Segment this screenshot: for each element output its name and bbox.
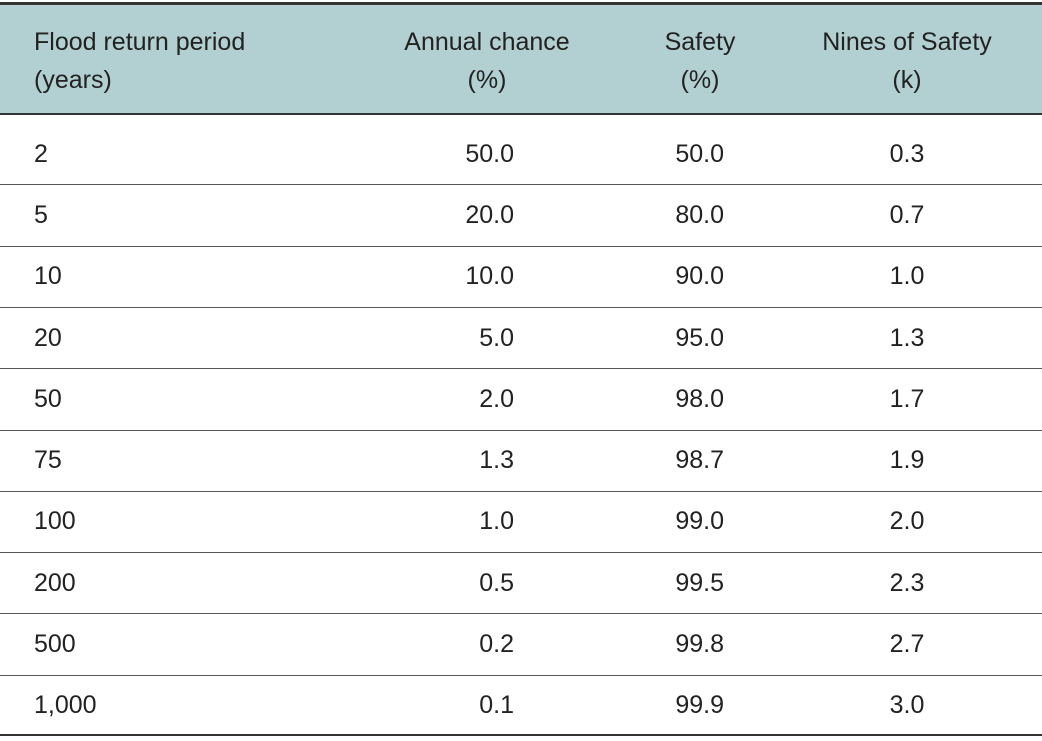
table-cell: 20: [34, 323, 62, 352]
table-cell: 50.0: [675, 139, 724, 168]
table-cell: 1.0: [889, 262, 925, 291]
row-rule: [0, 490, 1042, 492]
table-cell: 500: [34, 630, 76, 659]
table-cell: 0.3: [889, 139, 925, 168]
table-cell: 2: [34, 139, 48, 168]
table-cell: 99.8: [675, 630, 724, 659]
table-cell: 90.0: [675, 262, 724, 291]
header-cell: (%): [467, 66, 507, 94]
table-cell: 1.7: [889, 384, 925, 413]
top-rule: [0, 2, 1042, 5]
table-cell: 0.1: [479, 691, 514, 720]
table-cell: 100: [34, 507, 76, 536]
header-cell: Nines of Safety: [822, 28, 992, 56]
table-cell: 98.7: [675, 446, 724, 475]
header-rule: [0, 113, 1042, 115]
row-rule: [0, 306, 1042, 308]
table-cell: 5.0: [479, 323, 514, 352]
header-background: [0, 5, 1042, 114]
header-cell: (%): [680, 66, 720, 94]
row-rule: [0, 613, 1042, 615]
table-cell: 0.5: [479, 568, 514, 597]
table-cell: 0.7: [889, 200, 925, 229]
row-rule: [0, 368, 1042, 370]
row-rule: [0, 184, 1042, 186]
table-cell: 1.3: [889, 323, 925, 352]
table-cell: 1.9: [889, 446, 925, 475]
table-cell: 1,000: [34, 691, 97, 720]
table-cell: 10: [34, 262, 62, 291]
table-cell: 99.0: [675, 507, 724, 536]
header-cell: Flood return period: [34, 28, 246, 56]
header-cell: (years): [34, 66, 112, 94]
table-cell: 99.5: [675, 568, 724, 597]
table-cell: 200: [34, 568, 76, 597]
header-cell: Annual chance: [404, 28, 570, 56]
table-cell: 1.3: [479, 446, 514, 475]
table-cell: 3.0: [889, 691, 925, 720]
table-cell: 50: [34, 384, 62, 413]
table-cell: 1.0: [479, 507, 514, 536]
table-cell: 95.0: [675, 323, 724, 352]
table-cell: 2.3: [889, 568, 925, 597]
table-cell: 2.0: [479, 384, 514, 413]
row-rule: [0, 552, 1042, 554]
table-cell: 5: [34, 200, 48, 229]
bottom-rule: [0, 734, 1042, 736]
header-cell: Safety: [664, 28, 736, 56]
table-cell: 98.0: [675, 384, 724, 413]
table-cell: 50.0: [465, 139, 514, 168]
row-rule: [0, 674, 1042, 676]
table-cell: 0.2: [479, 630, 514, 659]
table-cell: 20.0: [465, 200, 514, 229]
row-rule: [0, 429, 1042, 431]
row-rule: [0, 245, 1042, 247]
table-cell: 2.7: [889, 630, 925, 659]
table-cell: 2.0: [889, 507, 925, 536]
table-cell: 75: [34, 446, 62, 475]
header-cell: (k): [892, 66, 922, 94]
table-cell: 99.9: [675, 691, 724, 720]
table-cell: 80.0: [675, 200, 724, 229]
table-cell: 10.0: [465, 262, 514, 291]
